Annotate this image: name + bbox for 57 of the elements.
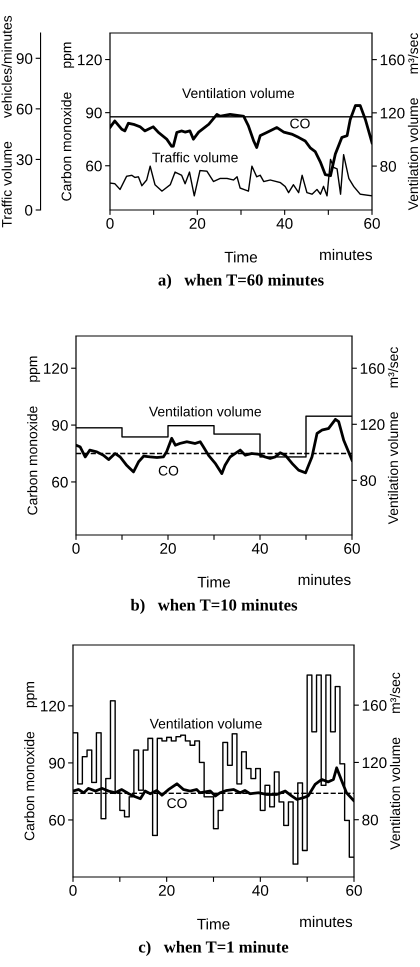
text: b) when T=10 minutes	[130, 598, 298, 614]
y2-tick-label: 80	[360, 475, 376, 486]
y2-tick-label: 80	[380, 160, 396, 172]
x-tick-label: 20	[190, 218, 206, 229]
y3-tick-label: 60	[16, 104, 32, 115]
y-tick-label: 60	[52, 476, 68, 488]
y3-axis-title: Traffic volume vehicles/minutes	[2, 16, 12, 228]
y2-tick-label: 160	[380, 54, 405, 66]
series-label: Ventilation volume	[150, 718, 262, 729]
x-tick-label: 40	[252, 885, 268, 896]
x-tick-label: 40	[276, 218, 293, 229]
y-tick-label: 90	[52, 420, 68, 431]
x-axis-title: Time	[198, 576, 230, 588]
y-axis-title: Carbon monoxide ppm	[61, 42, 74, 201]
y2-tick-label: 160	[362, 700, 387, 711]
y-tick-label: 120	[44, 363, 68, 374]
y2-tick-label: 120	[360, 419, 385, 430]
y3-tick-label: 30	[16, 154, 32, 166]
y-tick-label: 90	[86, 108, 102, 118]
y-tick-label: 60	[86, 160, 102, 172]
y-tick-label: 120	[41, 700, 65, 712]
x-axis-title: Time	[197, 918, 230, 930]
y2-tick-label: 120	[380, 108, 405, 119]
x-tick-label: 20	[158, 885, 175, 896]
text: c) when T=1 minute	[138, 940, 288, 956]
y-tick-label: 120	[78, 54, 102, 66]
x-tick-label: 0	[72, 543, 80, 554]
y2-tick-label: 80	[362, 814, 378, 826]
series-label: Ventilation volume	[182, 88, 294, 98]
y3-tick-label: 90	[16, 53, 32, 64]
text: a) when T=60 minutes	[158, 274, 324, 290]
x-tick-label: 60	[364, 218, 380, 229]
y2-tick-label: 160	[360, 363, 385, 374]
series-label: CO	[167, 798, 187, 808]
y2-axis-title: Ventilation volume m³/sec	[388, 347, 398, 524]
y2-tick-label: 120	[362, 757, 387, 768]
y3-tick-label: 0	[25, 204, 32, 216]
x-tick-label: 0	[69, 885, 77, 896]
y2-axis-title: Ventilation volume m³/sec	[390, 672, 400, 850]
text: minutes	[320, 248, 372, 260]
text: minutes	[298, 574, 351, 586]
series-label: Traffic volume	[152, 152, 238, 162]
series-label: CO	[290, 118, 310, 128]
y-axis-title: Carbon monoxide ppm	[27, 356, 40, 515]
y-tick-label: 90	[49, 758, 65, 769]
y-tick-label: 60	[49, 814, 65, 826]
x-tick-label: 0	[106, 218, 114, 229]
x-tick-label: 20	[160, 543, 176, 554]
y2-axis-title: Ventilation volume m³/sec	[408, 33, 418, 210]
text: minutes	[300, 916, 352, 928]
y-axis-title: Carbon monoxide ppm	[24, 682, 38, 840]
x-tick-label: 60	[346, 885, 362, 896]
x-tick-label: 40	[252, 543, 268, 554]
x-tick-label: 60	[344, 543, 360, 554]
series-label: CO	[158, 466, 178, 476]
x-axis-title: Time	[224, 251, 258, 263]
series-label: Ventilation volume	[148, 406, 262, 416]
